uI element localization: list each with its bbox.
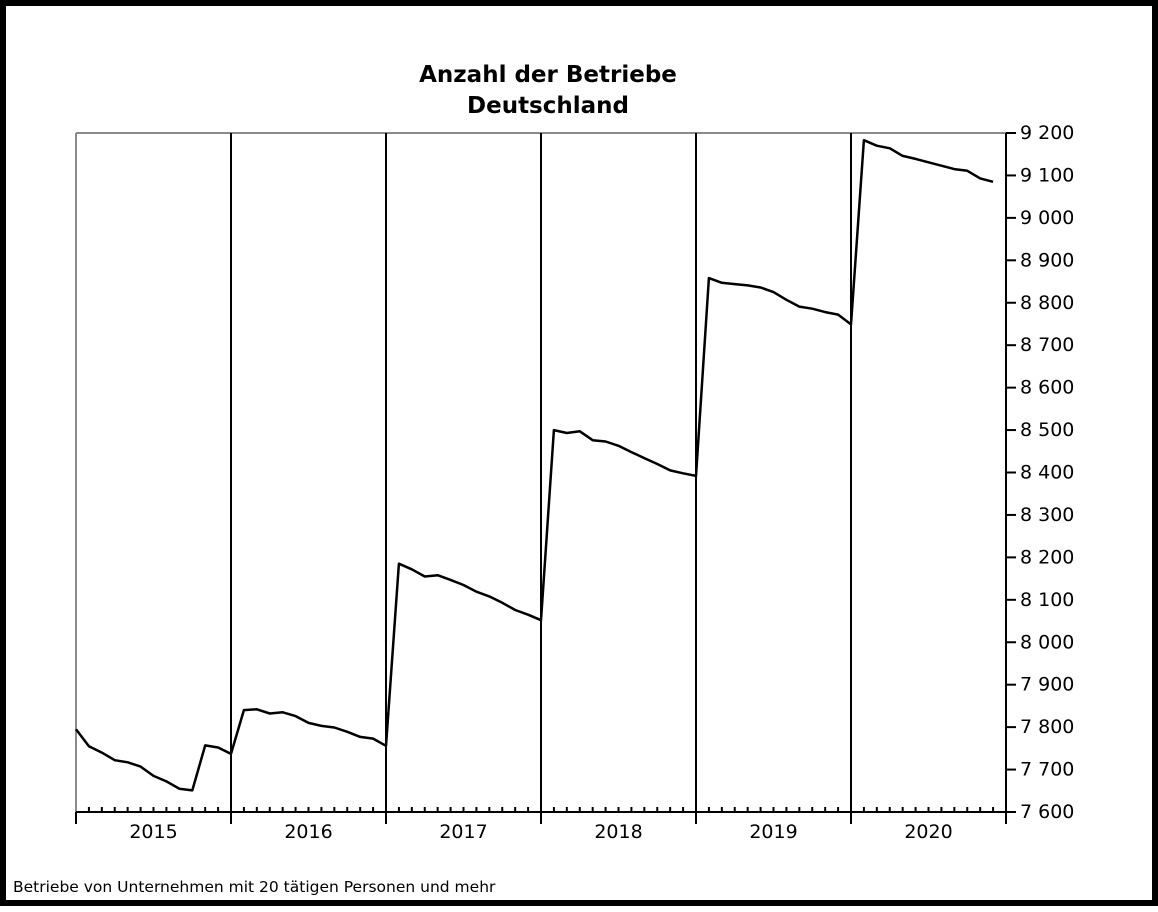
- y-tick-label: 9 200: [1020, 122, 1074, 144]
- y-tick-label: 8 800: [1020, 292, 1074, 314]
- series-line: [75, 138, 994, 792]
- y-tick-label: 8 600: [1020, 377, 1074, 399]
- x-tick-label: 2018: [594, 821, 642, 843]
- y-tick-label: 8 900: [1020, 249, 1074, 271]
- x-tick-label: 2019: [749, 821, 797, 843]
- y-tick-label: 8 500: [1020, 419, 1074, 441]
- chart: Anzahl der Betriebe Deutschland 2015 2016…: [75, 62, 1074, 843]
- series-layer: [75, 138, 994, 792]
- footnote: Betriebe von Unternehmen mit 20 tätigen …: [13, 878, 496, 896]
- y-tick-label: 7 800: [1020, 716, 1074, 738]
- x-tick-label: 2016: [284, 821, 332, 843]
- y-tick-label: 8 000: [1020, 631, 1074, 653]
- chart-subtitle: Deutschland: [467, 93, 629, 119]
- x-tick-label: 2017: [439, 821, 487, 843]
- y-tick-label: 7 900: [1020, 674, 1074, 696]
- x-axis: 2015 2016 2017 2018 2019 2020: [75, 807, 1007, 843]
- x-tick-label: 2020: [904, 821, 952, 843]
- year-dividers: [230, 133, 852, 812]
- x-tick-label: 2015: [129, 821, 177, 843]
- y-tick-label: 8 700: [1020, 334, 1074, 356]
- y-tick-label: 9 100: [1020, 164, 1074, 186]
- y-tick-label: 7 700: [1020, 759, 1074, 781]
- y-tick-label: 8 400: [1020, 462, 1074, 484]
- y-tick-label: 7 600: [1020, 801, 1074, 823]
- y-tick-label: 9 000: [1020, 207, 1074, 229]
- chart-title: Anzahl der Betriebe: [419, 62, 677, 88]
- y-tick-label: 8 300: [1020, 504, 1074, 526]
- y-tick-label: 8 100: [1020, 589, 1074, 611]
- y-tick-label: 8 200: [1020, 546, 1074, 568]
- y-axis: 7 600 7 700 7 800 7 900 8 000 8 100 8 200 8 300…: [1005, 122, 1074, 823]
